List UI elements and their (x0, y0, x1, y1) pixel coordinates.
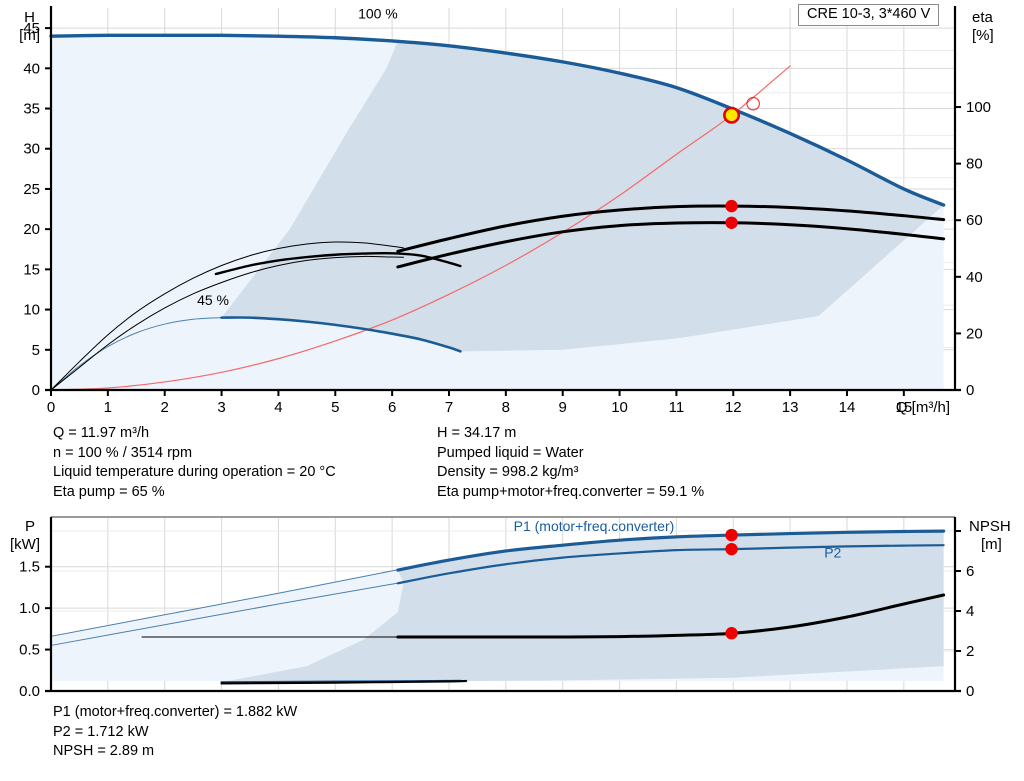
tick-label-flow: 12 (725, 399, 742, 416)
system-curve (50, 65, 791, 391)
tick-label-power: 1.5 (19, 559, 40, 576)
envelope-inner-region (221, 531, 944, 683)
marker-eta-total-point[interactable] (725, 216, 738, 229)
tick-label-flow: 4 (274, 399, 282, 416)
duty-info-right-line-1: Pumped liquid = Water (437, 444, 584, 461)
tick-label-head: 45 (23, 20, 40, 37)
annotation-speed-100: 100 % (358, 5, 398, 21)
duty-point-ghost-marker (746, 96, 760, 111)
tick-label-npsh: 2 (966, 643, 974, 660)
duty-info-left-line-3: Eta pump = 65 % (53, 483, 165, 500)
tick-label-flow: 13 (782, 399, 799, 416)
duty-info-right: H = 34.17 m Pumped liquid = Water Density … (437, 424, 704, 502)
head-curve-45 (220, 316, 462, 353)
tick-label-flow: 1 (104, 399, 112, 416)
marker-npsh-duty-point[interactable] (725, 627, 738, 640)
tick-label-flow: 0 (47, 399, 55, 416)
duty-info-left-line-0: Q = 11.97 m³/h (53, 425, 150, 441)
eta-min-speed-curve (214, 252, 462, 276)
duty-info-right-line-3: Eta pump+motor+freq.converter = 59.1 % (437, 483, 705, 500)
tick-label-flow: 14 (839, 399, 856, 416)
pump-model-badge: CRE 10-3, 3*460 V (798, 4, 940, 26)
duty-info-left: Q = 11.97 m³/h n = 100 % / 3514 rpm Liquid… (53, 424, 336, 502)
marker-p2-duty-point[interactable] (725, 542, 738, 556)
marker-p1-duty-point[interactable] (725, 528, 738, 542)
tick-label-head: 30 (23, 141, 40, 158)
annotation-speed-45: 45 % (197, 292, 229, 308)
tick-label-eta: 60 (966, 212, 983, 229)
tick-label-power: 0.5 (19, 642, 40, 659)
duty-info-right-line-2: Density = 998.2 kg/m³ (437, 464, 579, 480)
head-curve-45-thin (50, 317, 223, 391)
tick-label-head: 20 (23, 221, 40, 238)
tick-label-head: 0 (32, 382, 40, 399)
power-info-line-0: P1 (motor+freq.converter) = 1.882 kW (53, 704, 298, 720)
tick-label-head: 25 (23, 181, 40, 198)
tick-label-head: 10 (23, 302, 40, 319)
tick-label-head: 40 (23, 60, 40, 77)
tick-label-flow: 10 (611, 399, 628, 416)
tick-label-head: 15 (23, 261, 40, 278)
tick-label-flow: 3 (217, 399, 225, 416)
y-axis-right-unit: [m] (981, 536, 1002, 553)
tick-label-head: 35 (23, 101, 40, 118)
tick-label-head: 5 (32, 342, 40, 359)
y-axis-unit: [m] (19, 27, 40, 44)
tick-label-eta: 0 (966, 382, 974, 399)
tick-label-npsh: 4 (966, 603, 974, 620)
tick-label-eta: 40 (966, 269, 983, 286)
tick-label-flow: 7 (445, 399, 453, 416)
power-info-line-2: NPSH = 2.89 m (53, 743, 155, 759)
y-axis-title: P (25, 518, 35, 535)
y-axis-unit: [kW] (10, 536, 40, 553)
eta-total-curve-thin (50, 255, 404, 391)
duty-info-right-line-0: H = 34.17 m (437, 425, 517, 441)
tick-label-flow: 2 (161, 399, 169, 416)
duty-info-left-line-2: Liquid temperature during operation = 20… (53, 464, 336, 480)
head-curve-100 (49, 33, 946, 207)
annotation-p1-curve-label: P1 (motor+freq.converter) (514, 518, 675, 534)
annotation-p2-curve-label: P2 (824, 545, 841, 561)
power-plot: 0.0 0.5 1.0 1.5 0 2 4 6 P[kW] NPSH[m] P1 (motor+fr… (10, 516, 1011, 700)
tick-label-eta: 20 (966, 325, 983, 342)
tick-label-flow: 6 (388, 399, 396, 416)
tick-label-flow: 5 (331, 399, 339, 416)
eta-pump-curve (396, 204, 946, 253)
power-chart-svg[interactable]: 0.0 0.5 1.0 1.5 0 2 4 6 P[kW] NPSH[m] P1 (motor+fr… (0, 515, 1024, 700)
npsh-curve (396, 593, 946, 639)
tick-label-eta: 100 (966, 99, 991, 116)
envelope-inner-region (221, 40, 944, 352)
y-axis-right-title: NPSH (969, 518, 1011, 535)
tick-label-eta: 80 (966, 156, 983, 173)
tick-label-flow: 11 (669, 399, 685, 416)
head-chart: 0 5 10 15 20 25 30 35 40 45 0 20 40 60 80 100 0 1 2 3 4 5 6 7 8 9… (0, 0, 1024, 420)
npsh-curve-45 (220, 679, 468, 685)
eta-total-curve (396, 221, 946, 269)
tick-label-flow: 8 (502, 399, 510, 416)
duty-point-marker[interactable] (723, 106, 741, 124)
tick-label-flow: 9 (559, 399, 567, 416)
power-info-line-1: P2 = 1.712 kW (53, 723, 149, 740)
tick-label-npsh: 0 (966, 683, 974, 700)
y-axis-right-unit: [%] (972, 27, 994, 44)
p1-curve (396, 529, 946, 572)
x-axis-title: Q [m³/h] (896, 399, 950, 416)
power-chart: 0.0 0.5 1.0 1.5 0 2 4 6 P [kW] NPSH [m] P1 (motor+fr… (0, 515, 1024, 700)
tick-label-power: 0.0 (19, 683, 40, 700)
y-axis-right-title: eta (972, 9, 994, 26)
tick-label-power: 1.0 (19, 600, 40, 617)
y-axis-title: H (24, 9, 35, 26)
eta-pump-curve-thin (50, 241, 404, 391)
tick-label-npsh: 6 (966, 563, 974, 580)
tick-label-flow: 15 (895, 399, 912, 416)
marker-eta-pump-point[interactable] (725, 199, 738, 213)
duty-info-left-line-1: n = 100 % / 3514 rpm (53, 444, 193, 461)
p2-curve (396, 544, 945, 585)
power-info: P1 (motor+freq.converter) = 1.882 kW P2 =… (53, 703, 297, 762)
